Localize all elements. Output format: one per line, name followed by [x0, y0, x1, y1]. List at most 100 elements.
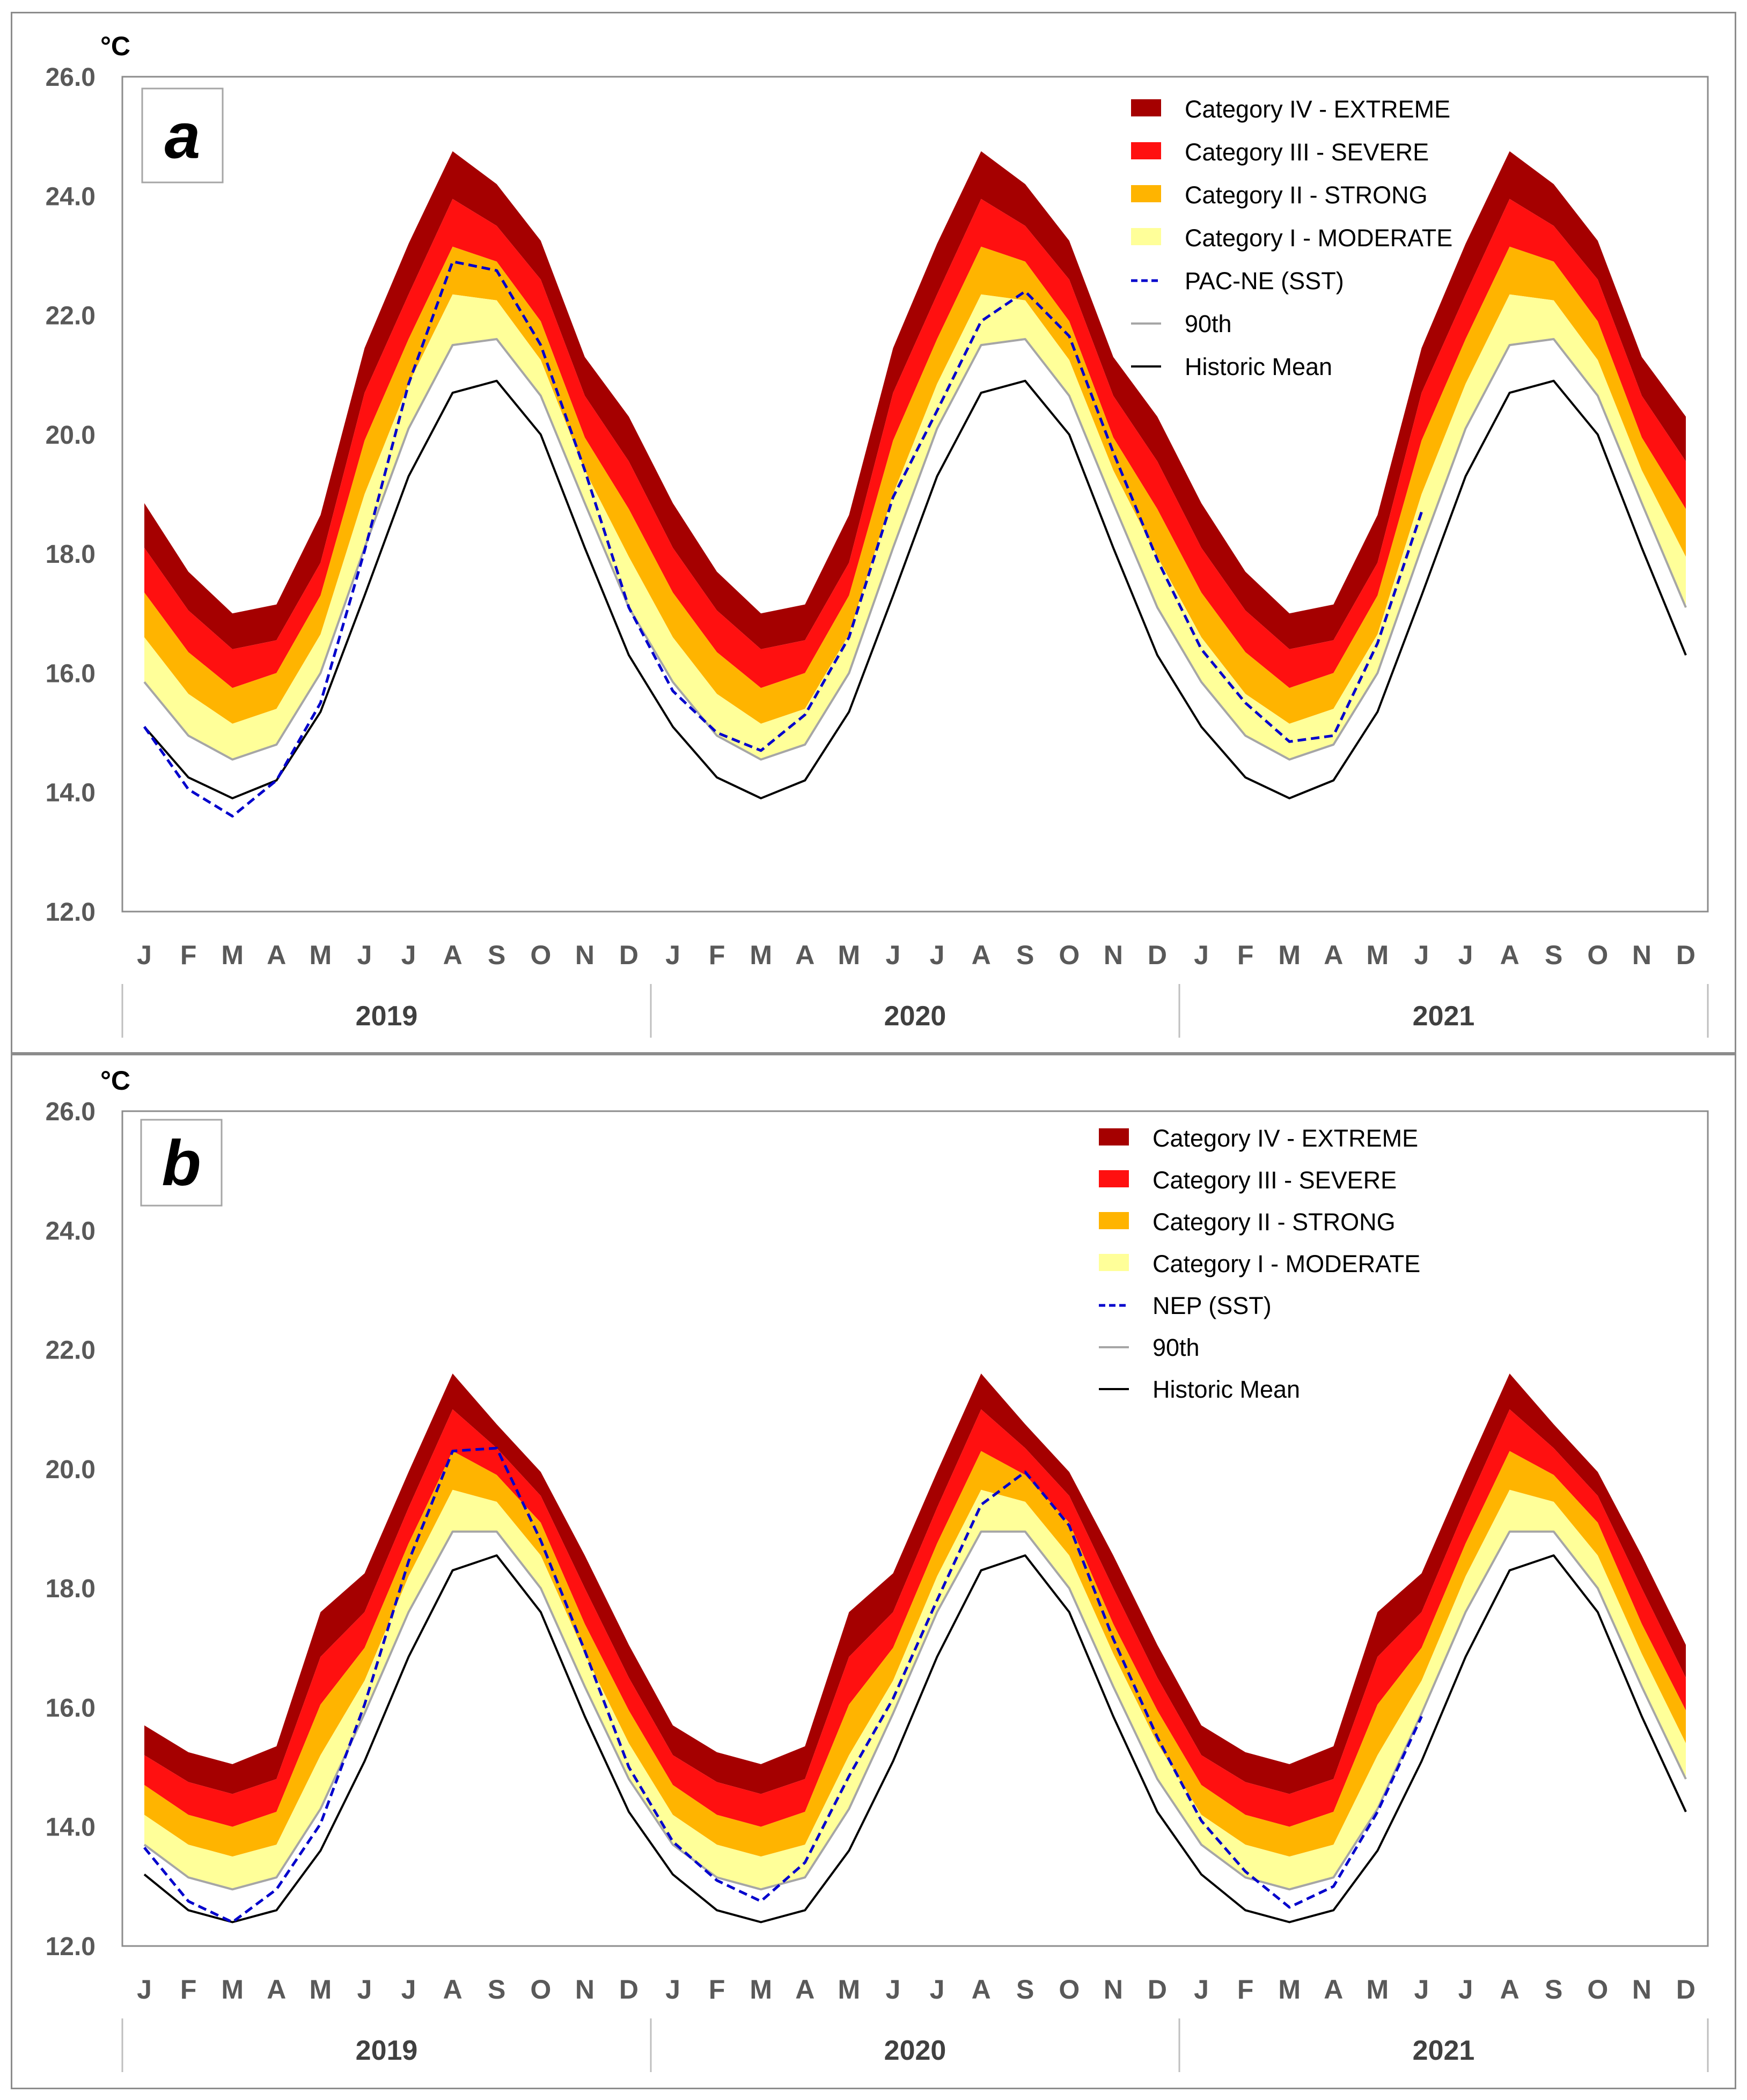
y-tick-label: 20.0	[46, 1456, 96, 1484]
legend-label: Category IV - EXTREME	[1185, 96, 1450, 123]
year-label: 2020	[884, 1001, 946, 1032]
band-category-i	[144, 294, 1686, 760]
y-tick-label: 24.0	[46, 1217, 96, 1245]
month-tick-label: S	[1016, 1974, 1034, 2004]
month-tick-label: N	[1632, 1974, 1651, 2004]
legend-swatch	[1131, 99, 1161, 116]
line-90th	[143, 338, 1687, 761]
y-tick-label: 22.0	[46, 1337, 96, 1365]
month-tick-label: A	[1324, 1974, 1343, 2004]
line-sst-observed	[143, 1446, 1423, 1923]
month-tick-label: A	[972, 940, 991, 970]
legend-label: Category IV - EXTREME	[1153, 1125, 1418, 1152]
line-historic-mean	[143, 1554, 1687, 1923]
month-tick-label: D	[1148, 940, 1167, 970]
y-tick-label: 12.0	[46, 898, 96, 927]
month-tick-label: M	[838, 940, 861, 970]
month-tick-label: M	[310, 1974, 332, 2004]
month-tick-label: S	[1545, 1974, 1562, 2004]
month-tick-label: D	[1676, 1974, 1695, 2004]
chart-panel-b: 12.0 14.0 16.0 18.0 20.0 22.0 24.0 26.0 °C J F M A M J…	[11, 1054, 1736, 2089]
month-tick-label: D	[1676, 940, 1695, 970]
month-tick-label: M	[838, 1974, 861, 2004]
month-tick-label: M	[1367, 940, 1389, 970]
band-category-iv	[144, 151, 1686, 649]
y-tick-label: 16.0	[46, 659, 96, 688]
band-category-ii	[144, 246, 1686, 724]
month-tick-label: N	[1632, 940, 1651, 970]
legend-label: Category I - MODERATE	[1153, 1250, 1420, 1277]
month-tick-label: O	[1059, 940, 1080, 970]
panel-letter: a	[165, 100, 201, 172]
legend-swatch	[1099, 1128, 1129, 1146]
y-tick-label: 26.0	[46, 1098, 96, 1126]
legend-swatch	[1099, 1212, 1129, 1229]
chart-svg-a: 12.014.016.018.020.022.024.026.0°CJ F M A M J…	[46, 31, 1709, 1038]
band-category-iii	[144, 1409, 1686, 1827]
legend-label: Category II - STRONG	[1185, 181, 1428, 209]
legend-swatch	[1131, 142, 1161, 159]
month-tick-label: J	[665, 1974, 680, 2004]
month-tick-label: A	[972, 1974, 991, 2004]
y-tick-label: 14.0	[46, 779, 96, 807]
month-tick-label: S	[488, 940, 505, 970]
plot-area	[121, 1110, 1709, 1947]
month-tick-label: J	[1194, 1974, 1209, 2004]
month-tick-label: A	[1324, 940, 1343, 970]
month-tick-label: A	[443, 1974, 463, 2004]
month-tick-label: A	[795, 1974, 814, 2004]
legend-label: 90th	[1153, 1334, 1200, 1361]
line-historic-mean	[143, 379, 1687, 799]
month-tick-label: F	[1237, 940, 1254, 970]
plot-area	[121, 76, 1709, 913]
month-tick-label: D	[619, 1974, 638, 2004]
legend-label: 90th	[1185, 310, 1232, 337]
month-tick-label: A	[1500, 940, 1520, 970]
month-tick-label: D	[619, 940, 638, 970]
line-90th	[143, 1530, 1687, 1891]
month-tick-label: S	[1016, 940, 1034, 970]
legend-label: Category III - SEVERE	[1153, 1166, 1397, 1194]
band-category-ii	[144, 1451, 1686, 1857]
year-label: 2021	[1413, 2035, 1475, 2066]
month-tick-label: O	[1059, 1974, 1080, 2004]
y-tick-label: 18.0	[46, 1575, 96, 1603]
y-tick-label: 16.0	[46, 1694, 96, 1722]
legend-label: Category III - SEVERE	[1185, 138, 1429, 166]
month-tick-label: M	[1278, 940, 1301, 970]
month-tick-label: J	[401, 940, 416, 970]
month-tick-label: M	[310, 940, 332, 970]
month-tick-label: J	[1458, 940, 1473, 970]
month-tick-label: M	[750, 1974, 772, 2004]
month-tick-label: N	[1104, 940, 1123, 970]
month-tick-label: O	[1587, 1974, 1608, 2004]
month-tick-label: O	[530, 1974, 551, 2004]
month-tick-label: A	[1500, 1974, 1520, 2004]
year-label: 2021	[1413, 1001, 1475, 1032]
year-label: 2019	[356, 2035, 418, 2066]
month-tick-label: F	[180, 1974, 197, 2004]
legend-swatch	[1099, 1254, 1129, 1271]
chart-panel-a: 12.0 14.0 16.0 18.0 20.0 22.0 24.0 26.0 °C J F M A M J…	[11, 12, 1736, 1054]
legend-label: Category II - STRONG	[1153, 1208, 1396, 1236]
legend-label: Historic Mean	[1153, 1376, 1300, 1403]
month-tick-label: J	[930, 940, 945, 970]
legend-label: Category I - MODERATE	[1185, 224, 1452, 252]
y-tick-label: 26.0	[46, 63, 96, 92]
month-tick-label: J	[1414, 1974, 1429, 2004]
month-tick-label: M	[750, 940, 772, 970]
year-label: 2020	[884, 2035, 946, 2066]
band-category-iii	[144, 199, 1686, 688]
month-tick-label: J	[930, 1974, 945, 2004]
panel-letter-box	[140, 1119, 223, 1207]
year-label: 2019	[356, 1001, 418, 1032]
month-tick-label: F	[180, 940, 197, 970]
month-tick-label: D	[1148, 1974, 1167, 2004]
month-tick-label: A	[443, 940, 463, 970]
line-sst-observed	[143, 260, 1423, 818]
y-tick-label: 18.0	[46, 540, 96, 569]
month-tick-label: J	[357, 1974, 372, 2004]
month-tick-label: S	[1545, 940, 1562, 970]
month-tick-label: J	[137, 940, 152, 970]
month-tick-label: J	[357, 940, 372, 970]
